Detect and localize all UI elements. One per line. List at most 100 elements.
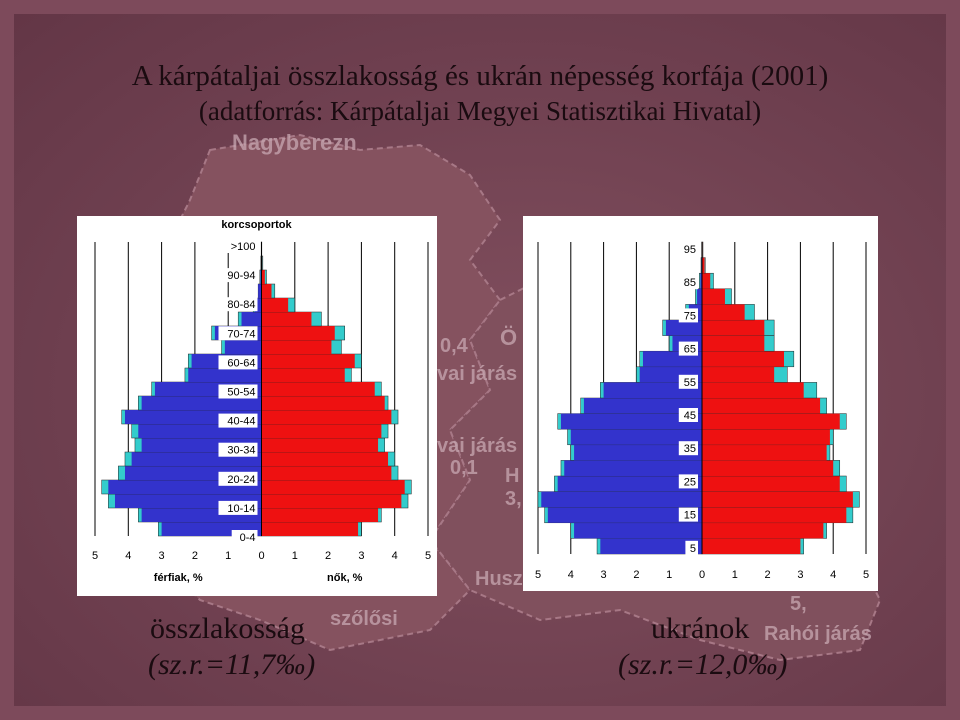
bar-female [261,452,389,466]
x-tick-label: 4 [392,550,398,562]
tick-label-bg [678,474,698,489]
tick-label-bg [218,326,258,341]
y-tick-label: 35 [684,443,696,455]
y-tick-label: 30-34 [227,445,255,457]
y-tick-label: 40-44 [227,416,255,428]
x-axis-label-female: nők, % [327,572,363,584]
pyramid-panel-total: >100 90-94 80-84 70-74 60-64 50-54 40-44 30-34 2… [77,216,437,596]
tick-label-bg [231,530,258,544]
map-label: Rahói járás [764,623,872,645]
x-tick-label: 5 [425,550,431,562]
map-label: 3, [505,488,522,510]
x-tick-label: 4 [125,550,131,562]
bar-female [261,382,375,396]
bar-female [261,298,289,312]
x-tick-label: 5 [863,569,869,581]
bar-female [261,424,382,438]
map-label: 5, [790,593,807,615]
bar-male [547,507,702,523]
page-subtitle: (adatforrás: Kárpátaljai Megyei Statiszt… [198,96,762,126]
bar-male [583,398,702,414]
tick-label-bg [685,540,698,555]
bar-female [702,288,725,305]
bar-male [697,288,702,305]
y-tick-label: 90-94 [227,270,255,282]
tick-label-bg [218,442,258,457]
tick-label-bg [218,500,258,515]
x-tick-label: 2 [765,569,771,581]
x-tick-label: 2 [633,569,639,581]
x-tick-label: 5 [92,550,98,562]
bar-female [702,382,804,398]
y-axis-title: korcsoportok [221,219,292,231]
map-label: vai járás [437,363,517,385]
bar-female [702,351,784,367]
bar-female [702,366,775,383]
x-tick-label: 4 [830,569,836,581]
bar-female [261,312,312,326]
caption-ukrainian: ukránok [651,612,750,645]
x-tick-label: 3 [358,550,364,562]
bar-male [141,396,262,410]
tick-label-bg [218,297,258,312]
bar-male [224,340,262,354]
x-tick-label: 2 [325,550,331,562]
bar-male [700,273,702,289]
caption-total-rate: (sz.r.=11,7‰) [148,648,316,681]
map-label: 0,1 [450,457,478,479]
x-tick-label: 4 [568,569,574,581]
tick-label-bg [218,268,258,283]
x-tick-label: 1 [225,550,231,562]
y-tick-label: 50-54 [227,387,255,399]
bar-male [665,320,702,336]
bar-male [557,476,702,492]
bar-female [261,270,265,284]
y-tick-label: 25 [684,476,696,488]
tick-label-bg [678,275,698,290]
bar-male [254,298,262,312]
bar-male [574,444,702,461]
tick-label-bg [218,355,258,370]
pyramid-panel-ukrainian: 95 85 75 65 55 45 35 25 15 5 5 4 3 2 1 0 1 2 3 4 5 [523,216,878,591]
map-label: szőlősi [330,608,398,630]
y-tick-label: 45 [684,410,696,422]
bar-male [541,491,702,508]
bar-female [702,476,840,492]
x-tick-label: 1 [732,569,738,581]
pyramid-chart-total: >10090-9480-8470-7460-6450-5440-4430-342… [92,219,431,584]
bar-female [261,284,272,298]
bar-female [702,522,824,539]
tick-label-bg [678,308,698,323]
bar-female [702,304,745,320]
caption-total: összlakosság [150,612,305,645]
map-label: Nagyberezn [232,130,357,155]
y-tick-label: >100 [231,241,256,253]
x-tick-label: 3 [601,569,607,581]
map-label: vai járás [437,435,517,457]
bar-female [702,538,801,554]
y-tick-label: 5 [690,543,696,555]
bar-female [261,494,402,508]
map-label: Ö [500,325,517,350]
tick-label-bg [225,239,258,253]
bar-male [564,460,702,476]
x-tick-label: 1 [666,569,672,581]
bar-female [702,507,847,523]
x-tick-label: 2 [192,550,198,562]
tick-label-bg [678,408,698,422]
tick-label-bg [218,384,258,399]
x-axis-label-male: férfiak, % [154,572,203,584]
bar-female [702,491,853,508]
bar-female [702,429,830,445]
bar-female [702,460,834,476]
bar-male [188,368,262,382]
bar-female [702,444,827,461]
bar-female [261,368,345,382]
bar-female [702,335,765,352]
y-tick-label: 85 [684,277,696,289]
y-tick-label: 60-64 [227,357,255,369]
page-title: A kárpátaljai összlakosság és ukrán népe… [131,60,829,92]
bar-male [574,522,702,539]
bar-female [702,413,840,430]
tick-label-bg [678,507,698,522]
